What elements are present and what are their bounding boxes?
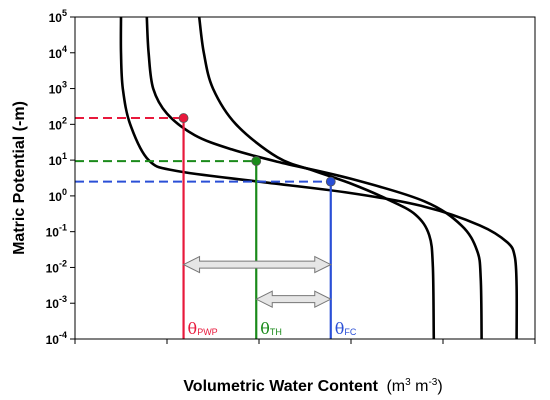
y-tick-label-9: 105 [49, 8, 67, 25]
y-tick-label-5: 101 [49, 151, 67, 168]
y-tick-base-2: 10 [46, 261, 60, 275]
y-tick-base-8: 10 [49, 47, 63, 61]
theta-sub-2: FC [344, 327, 356, 337]
series-line-2 [197, 16, 436, 340]
y-tick-exp-7: 3 [62, 80, 67, 90]
y-tick-exp-6: 2 [62, 115, 67, 125]
series-line-1 [145, 16, 483, 340]
y-tick-exp-2: -2 [59, 258, 67, 268]
y-tick-base-5: 10 [49, 154, 63, 168]
point-marker-0 [178, 113, 189, 123]
y-tick-label-7: 103 [49, 80, 67, 97]
point-theta-0: θPWP [188, 319, 218, 338]
y-tick-label-1: 10-3 [46, 294, 67, 311]
point-theta-1: θTH [260, 319, 282, 338]
theta-symbol-1: θ [260, 319, 270, 338]
labels-layer: θPWP θTH θFC [188, 319, 357, 338]
y-tick-label-8: 104 [49, 44, 67, 61]
y-tick-label-3: 10-1 [46, 223, 67, 240]
theta-symbol-2: θ [335, 319, 345, 338]
curves-layer [119, 16, 519, 340]
y-tick-exp-1: -3 [59, 294, 67, 304]
y-tick-label-6: 102 [49, 115, 67, 132]
y-axis-title: Matric Potential (-m) [11, 101, 28, 255]
y-tick-label-2: 10-2 [46, 258, 67, 275]
y-tick-exp-0: -4 [59, 330, 67, 340]
y-tick-label-4: 100 [49, 187, 67, 204]
y-tick-exp-8: 4 [62, 44, 67, 54]
y-tick-label-0: 10-4 [46, 330, 67, 347]
theta-sub-0: PWP [197, 327, 218, 337]
plot-frame [74, 16, 536, 340]
x-axis-title: Volumetric Water Content (m3 m-3) [183, 377, 442, 395]
y-tick-exp-4: 0 [62, 187, 67, 197]
y-tick-base-1: 10 [46, 297, 60, 311]
y-tick-base-9: 10 [49, 11, 63, 25]
markers-layer [75, 113, 336, 339]
y-tick-base-3: 10 [46, 226, 60, 240]
point-theta-2: θFC [335, 319, 357, 338]
y-tick-base-6: 10 [49, 118, 63, 132]
y-tick-exp-9: 5 [62, 8, 67, 18]
arrow-1 [255, 290, 332, 308]
series-line-0 [119, 16, 519, 340]
point-marker-1 [251, 156, 262, 166]
arrow-0 [182, 255, 332, 274]
y-tick-exp-3: -1 [59, 223, 67, 233]
point-marker-2 [325, 176, 336, 187]
y-tick-base-4: 10 [49, 190, 63, 204]
theta-sub-1: TH [270, 327, 282, 337]
y-tick-exp-5: 1 [62, 151, 67, 161]
theta-symbol-0: θ [188, 319, 198, 338]
y-tick-base-7: 10 [49, 83, 63, 97]
y-tick-base-0: 10 [46, 333, 60, 347]
